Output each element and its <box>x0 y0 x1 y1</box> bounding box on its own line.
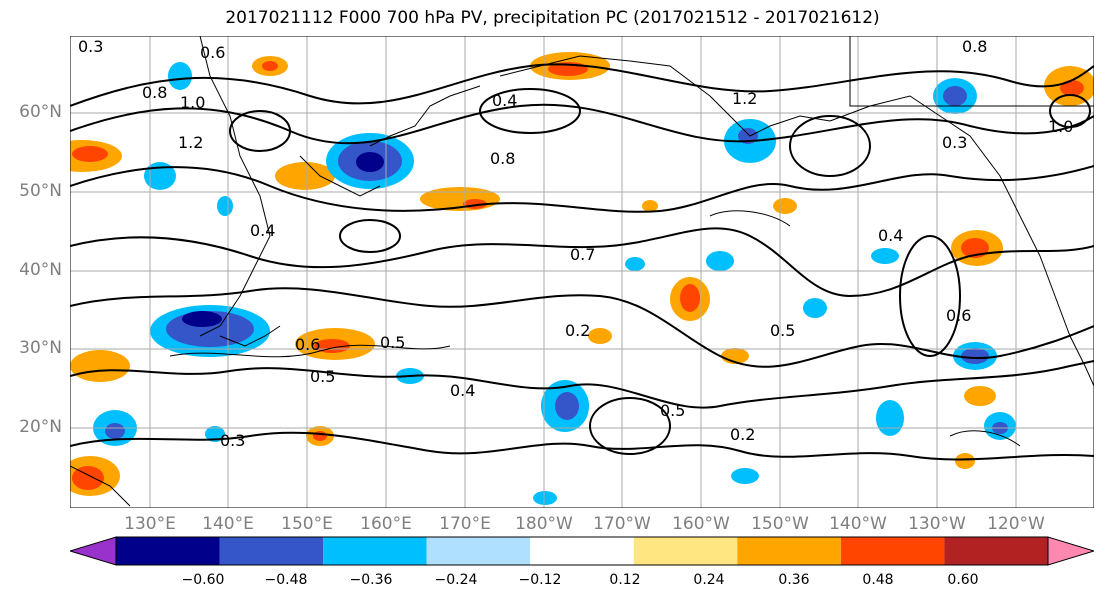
contour-label: 0.3 <box>942 133 967 152</box>
contour-label: 0.2 <box>730 425 755 444</box>
lon-label: 170°E <box>439 514 491 534</box>
colorbar-segment <box>633 537 738 565</box>
lon-label: 160°E <box>360 514 412 534</box>
lon-label: 130°W <box>908 514 966 534</box>
lat-label-50n: 50°N <box>19 181 62 201</box>
colorbar-extend-high <box>1047 536 1094 566</box>
colorbar-tick: −0.48 <box>264 572 308 588</box>
contour-label: 0.5 <box>770 321 795 340</box>
lon-label: 150°W <box>751 514 809 534</box>
lon-label: 150°E <box>281 514 333 534</box>
contour-label-group: 0.3 0.6 0.8 1.0 1.2 0.4 0.8 0.7 0.5 0.6 … <box>78 37 1073 450</box>
map-title: 2017021112 F000 700 hPa PV, precipitatio… <box>225 8 880 28</box>
colorbar-tick: 0.48 <box>862 572 894 588</box>
lon-label: 140°E <box>202 514 254 534</box>
colorbar-tick: −0.36 <box>349 572 393 588</box>
lat-label-60n: 60°N <box>19 102 62 122</box>
contour-label: 1.0 <box>180 93 205 112</box>
lat-label-30n: 30°N <box>19 338 62 358</box>
contour-label: 1.0 <box>1048 117 1073 136</box>
contour-label: 1.2 <box>732 89 757 108</box>
contour-label: 0.6 <box>200 43 225 62</box>
lon-label: 120°W <box>987 514 1045 534</box>
colorbar-segment <box>530 537 634 565</box>
colorbar-segment <box>219 537 324 565</box>
contour-label: 0.6 <box>295 335 320 354</box>
coastlines <box>70 36 1094 507</box>
contour-label: 0.2 <box>565 321 590 340</box>
lon-label: 160°W <box>672 514 730 534</box>
pv-contours <box>70 63 1094 461</box>
contour-label: 0.5 <box>660 401 685 420</box>
graticule <box>70 36 1094 508</box>
lon-label: 180°W <box>515 514 573 534</box>
colorbar-tick: 0.12 <box>609 572 641 588</box>
colorbar-tick: −0.12 <box>518 572 562 588</box>
contour-label: 0.4 <box>878 226 903 245</box>
lon-label: 140°W <box>829 514 887 534</box>
colorbar-segment <box>840 537 945 565</box>
contour-label: 0.8 <box>490 149 515 168</box>
contour-label: 0.3 <box>78 37 103 56</box>
colorbar-segment <box>944 537 1048 565</box>
map-panel: 0.3 0.6 0.8 1.0 1.2 0.4 0.8 0.7 0.5 0.6 … <box>70 36 1094 508</box>
contour-label: 0.7 <box>570 245 595 264</box>
contour-label: 0.4 <box>250 221 275 240</box>
colorbar-extend-low <box>70 536 117 566</box>
contour-label: 0.6 <box>946 306 971 325</box>
contour-label: 0.4 <box>492 91 517 110</box>
lon-label: 170°W <box>593 514 651 534</box>
colorbar-segment <box>737 537 841 565</box>
colorbar-tick: 0.24 <box>693 572 725 588</box>
colorbar-segment <box>426 537 531 565</box>
lat-label-40n: 40°N <box>19 260 62 280</box>
contour-label: 0.4 <box>450 381 475 400</box>
pv-contours-thin <box>169 210 1021 447</box>
contour-label: 0.3 <box>220 431 245 450</box>
colorbar-segment <box>323 537 427 565</box>
colorbar <box>70 536 1094 566</box>
contour-label: 0.8 <box>142 83 167 102</box>
contour-label: 1.2 <box>178 133 203 152</box>
colorbar-tick: −0.24 <box>434 572 478 588</box>
lat-label-20n: 20°N <box>19 417 62 437</box>
colorbar-tick: 0.60 <box>947 572 979 588</box>
contour-label: 0.8 <box>962 37 987 56</box>
colorbar-border <box>115 536 1049 566</box>
contour-label: 0.5 <box>380 333 405 352</box>
lon-label: 130°E <box>124 514 176 534</box>
contour-label: 0.5 <box>310 367 335 386</box>
colorbar-tick: −0.60 <box>181 572 225 588</box>
colorbar-segment <box>116 537 220 565</box>
colorbar-tick: 0.36 <box>778 572 810 588</box>
